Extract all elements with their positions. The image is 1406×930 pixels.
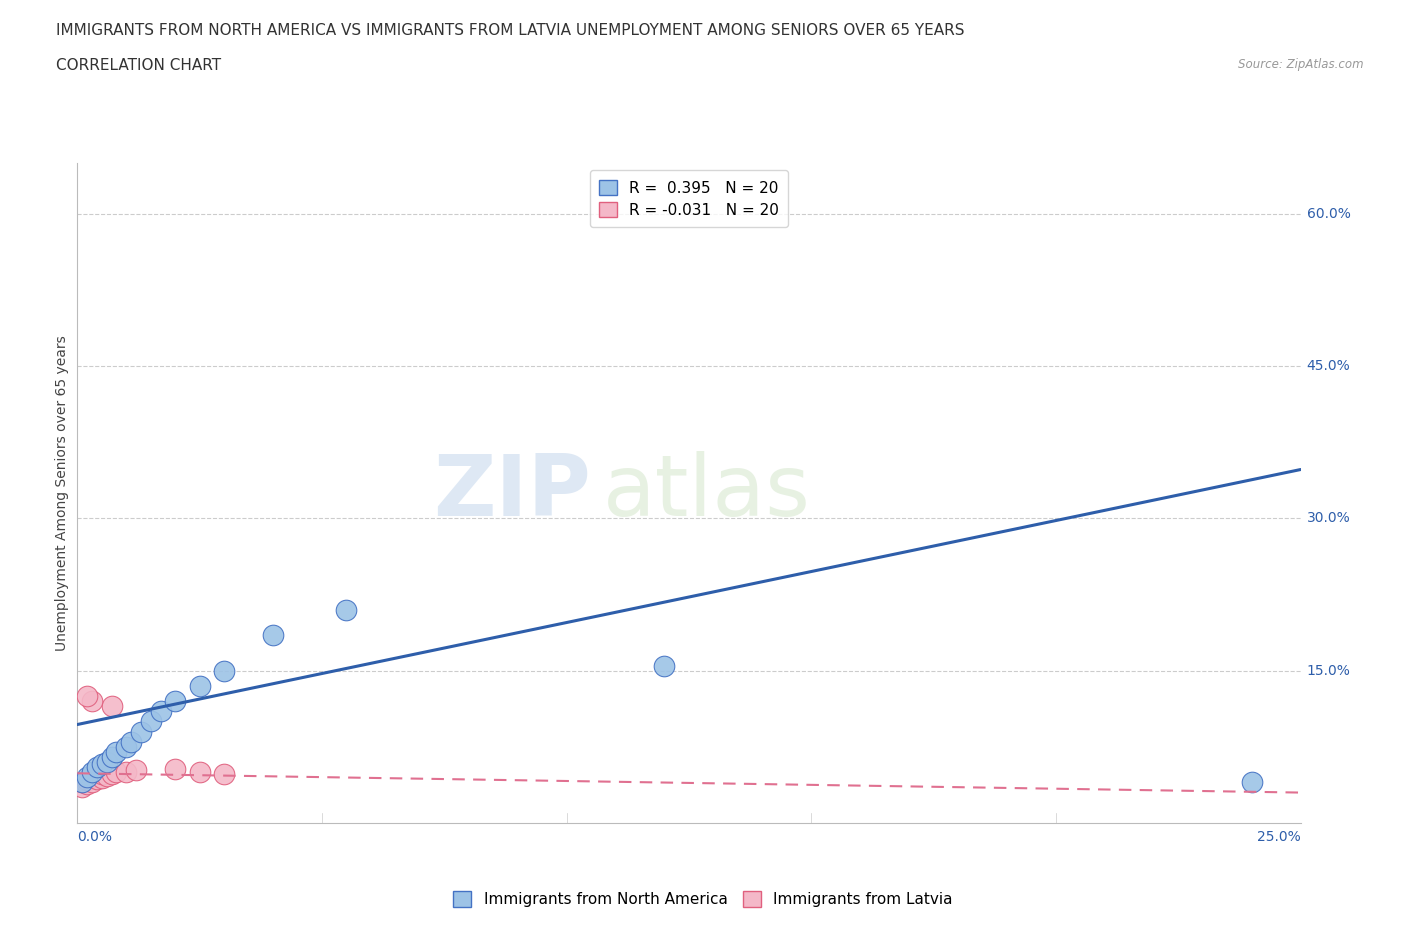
Point (90, 767, 112, 782)
Point (80, 694, 103, 709)
Text: 45.0%: 45.0% (1306, 359, 1350, 373)
Legend: Immigrants from North America, Immigrants from Latvia: Immigrants from North America, Immigrant… (447, 884, 959, 913)
Text: 0.0%: 0.0% (77, 830, 112, 844)
Point (76, 688, 98, 703)
Point (105, 764, 128, 779)
Point (80, 775, 103, 790)
Point (188, 679, 211, 694)
Point (80, 770, 103, 785)
Point (105, 745, 128, 760)
Legend: R =  0.395   N = 20, R = -0.031   N = 20: R = 0.395 N = 20, R = -0.031 N = 20 (589, 170, 789, 227)
Y-axis label: Unemployment Among Seniors over 65 years: Unemployment Among Seniors over 65 years (55, 335, 69, 651)
Point (96, 769, 118, 784)
Point (90, 771, 112, 786)
Point (100, 750, 122, 764)
Point (70, 775, 93, 790)
Point (654, 658, 676, 673)
Point (70, 780, 93, 795)
Point (262, 628, 284, 643)
Point (1240, 775, 1263, 790)
Point (212, 767, 235, 782)
Point (139, 714, 162, 729)
Text: 60.0%: 60.0% (1306, 206, 1351, 220)
Point (96, 754, 118, 769)
Text: atlas: atlas (603, 451, 811, 535)
Point (76, 777, 98, 791)
Point (76, 770, 98, 785)
Text: 15.0%: 15.0% (1306, 664, 1351, 678)
Point (100, 698, 122, 713)
Point (86, 760, 108, 775)
Point (100, 767, 122, 782)
Point (165, 694, 187, 709)
Point (188, 764, 211, 779)
Point (335, 603, 357, 618)
Text: 25.0%: 25.0% (1257, 830, 1301, 844)
Point (70, 775, 93, 790)
Point (86, 772, 108, 787)
Point (90, 757, 112, 772)
Point (120, 735, 142, 750)
Text: CORRELATION CHART: CORRELATION CHART (56, 58, 221, 73)
Point (125, 763, 148, 777)
Point (115, 764, 138, 779)
Point (165, 762, 187, 777)
Point (76, 773, 98, 788)
Text: Source: ZipAtlas.com: Source: ZipAtlas.com (1239, 58, 1364, 71)
Text: ZIP: ZIP (433, 451, 591, 535)
Point (129, 724, 152, 739)
Point (212, 663, 235, 678)
Point (80, 764, 103, 779)
Point (149, 704, 172, 719)
Point (115, 739, 138, 754)
Text: IMMIGRANTS FROM NORTH AMERICA VS IMMIGRANTS FROM LATVIA UNEMPLOYMENT AMONG SENIO: IMMIGRANTS FROM NORTH AMERICA VS IMMIGRA… (56, 23, 965, 38)
Text: 30.0%: 30.0% (1306, 512, 1350, 525)
